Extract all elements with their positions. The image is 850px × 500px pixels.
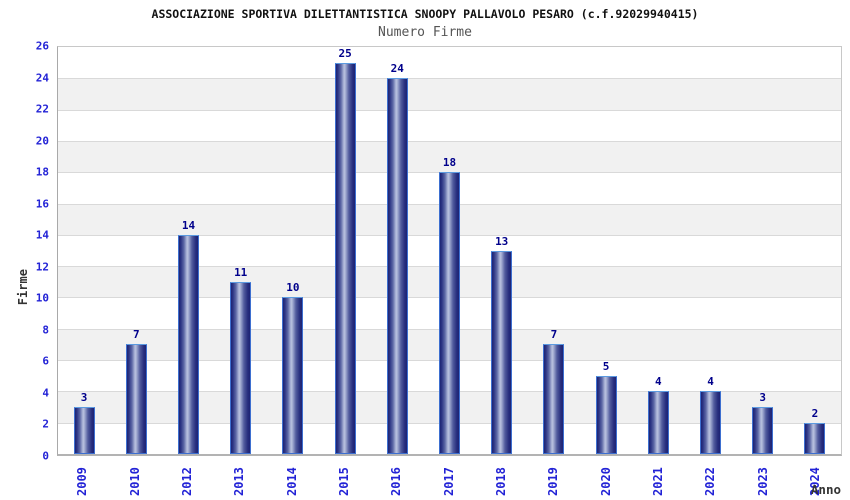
bar-value-label: 13 bbox=[495, 234, 509, 248]
bar-value-label: 7 bbox=[550, 328, 558, 342]
chart-subtitle: Numero Firme bbox=[378, 25, 472, 40]
bar bbox=[804, 422, 826, 454]
bar bbox=[752, 407, 774, 454]
y-tick-label: 0 bbox=[42, 449, 49, 463]
bar-value-label: 2 bbox=[811, 406, 819, 420]
plot-band bbox=[58, 47, 841, 79]
plot-area: 3 7 14 11 10 25 24 18 13 7 5 4 4 3 2 bbox=[57, 46, 842, 456]
y-tick-label: 14 bbox=[35, 228, 49, 242]
bar-value-label: 7 bbox=[132, 328, 140, 342]
bar bbox=[125, 344, 147, 454]
bar-value-label: 14 bbox=[181, 218, 196, 232]
y-tick-label: 24 bbox=[35, 71, 49, 85]
bar bbox=[230, 281, 252, 454]
x-axis-title: Anno bbox=[810, 482, 841, 497]
gridline bbox=[58, 109, 841, 111]
x-tick-label: 2017 bbox=[441, 467, 456, 496]
gridline bbox=[58, 78, 841, 80]
y-tick-label: 4 bbox=[42, 386, 49, 400]
bar-value-label: 10 bbox=[286, 281, 300, 295]
bar bbox=[73, 407, 95, 454]
y-tick-label: 22 bbox=[35, 102, 49, 116]
bar-value-label: 3 bbox=[80, 391, 88, 405]
bar bbox=[647, 391, 669, 454]
bar-value-label: 18 bbox=[442, 156, 457, 170]
chart-title: ASSOCIAZIONE SPORTIVA DILETTANTISTICA SN… bbox=[151, 7, 699, 21]
bar bbox=[543, 344, 565, 454]
y-axis-ticks: 26 24 22 20 18 16 14 12 10 8 6 4 2 0 bbox=[0, 40, 49, 463]
x-tick-label: 2021 bbox=[650, 467, 665, 496]
x-tick-label: 2010 bbox=[127, 467, 142, 496]
plot-band bbox=[58, 78, 841, 110]
plot-band bbox=[58, 140, 841, 173]
bar-value-label: 4 bbox=[654, 375, 662, 389]
x-tick-label: 2023 bbox=[755, 467, 770, 496]
x-tick-label: 2012 bbox=[179, 467, 194, 496]
gridline bbox=[58, 140, 841, 142]
bar bbox=[491, 250, 513, 454]
x-tick-label: 2022 bbox=[703, 467, 718, 496]
x-tick-label: 2009 bbox=[75, 467, 90, 496]
y-tick-label: 16 bbox=[35, 197, 49, 211]
y-tick-label: 10 bbox=[35, 291, 49, 305]
x-tick-label: 2018 bbox=[493, 467, 508, 496]
y-tick-label: 8 bbox=[42, 323, 49, 337]
x-tick-label: 2014 bbox=[284, 467, 299, 496]
x-tick-label: 2016 bbox=[389, 467, 404, 496]
bar bbox=[334, 62, 356, 454]
x-axis-ticks: 2009 2010 2012 2013 2014 2015 2016 2017 2018 2019… bbox=[57, 462, 842, 498]
bar-value-label: 4 bbox=[707, 375, 714, 389]
x-tick-label: 2019 bbox=[546, 467, 561, 496]
y-tick-label: 20 bbox=[35, 134, 49, 148]
y-tick-label: 18 bbox=[35, 165, 49, 179]
bar-value-label: 5 bbox=[602, 359, 610, 373]
bar bbox=[595, 375, 617, 454]
y-tick-label: 6 bbox=[42, 354, 49, 368]
bar-value-label: 3 bbox=[759, 391, 766, 405]
bar bbox=[386, 78, 408, 454]
bar bbox=[282, 297, 304, 454]
y-tick-label: 26 bbox=[35, 39, 49, 53]
x-tick-label: 2015 bbox=[336, 467, 351, 496]
plot-band bbox=[58, 109, 841, 141]
bar bbox=[700, 391, 721, 454]
y-tick-label: 12 bbox=[35, 260, 49, 274]
x-tick-label: 2013 bbox=[232, 467, 247, 496]
bar bbox=[439, 172, 460, 454]
x-tick-label: 2020 bbox=[598, 467, 613, 496]
bar-value-label: 24 bbox=[390, 62, 404, 76]
bar bbox=[177, 234, 199, 454]
bar-value-label: 25 bbox=[338, 46, 352, 60]
y-tick-label: 2 bbox=[42, 417, 49, 431]
bar-value-label: 11 bbox=[234, 265, 248, 279]
